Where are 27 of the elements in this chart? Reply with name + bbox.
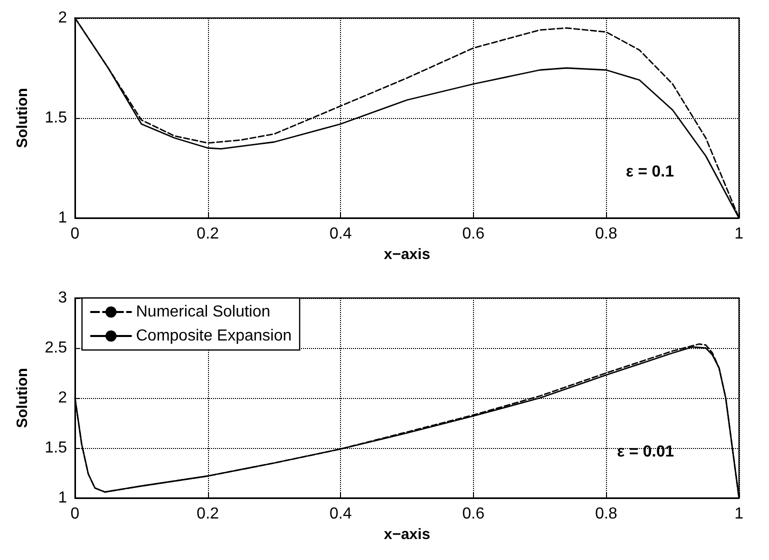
x-axis-title: x−axis [384,526,430,543]
x-tick-label: 0.2 [196,226,220,242]
x-tick-label: 0.2 [196,506,220,522]
legend-label: Composite Expansion [136,328,292,344]
x-tick-label: 0.6 [462,226,485,242]
y-tick-label: 3 [58,290,68,306]
x-tick-label: 0.8 [595,506,618,522]
x-tick-label: 0.8 [595,226,618,242]
x-axis-title: x−axis [384,246,430,263]
x-tick-label: 0.6 [462,506,485,522]
x-tick-label: 0 [70,226,80,242]
x-tick-label: 1 [734,506,744,522]
x-tick-label: 1 [734,226,744,242]
y-tick-label: 2.5 [44,340,68,356]
y-tick-label: 2 [58,390,68,406]
x-tick-label: 0.4 [329,506,352,522]
x-tick-label: 0.4 [329,226,352,242]
y-tick-label: 1 [58,210,68,226]
x-tick-label: 0 [70,506,80,522]
y-tick-label: 2 [58,10,68,26]
y-tick-label: 1 [58,490,68,506]
y-axis-title: Solution [14,88,31,148]
y-tick-label: 1.5 [44,440,68,456]
annotation: ε = 0.1 [626,164,674,180]
y-axis-title: Solution [14,368,31,428]
legend-label: Numerical Solution [136,304,270,320]
y-tick-label: 1.5 [44,110,68,126]
